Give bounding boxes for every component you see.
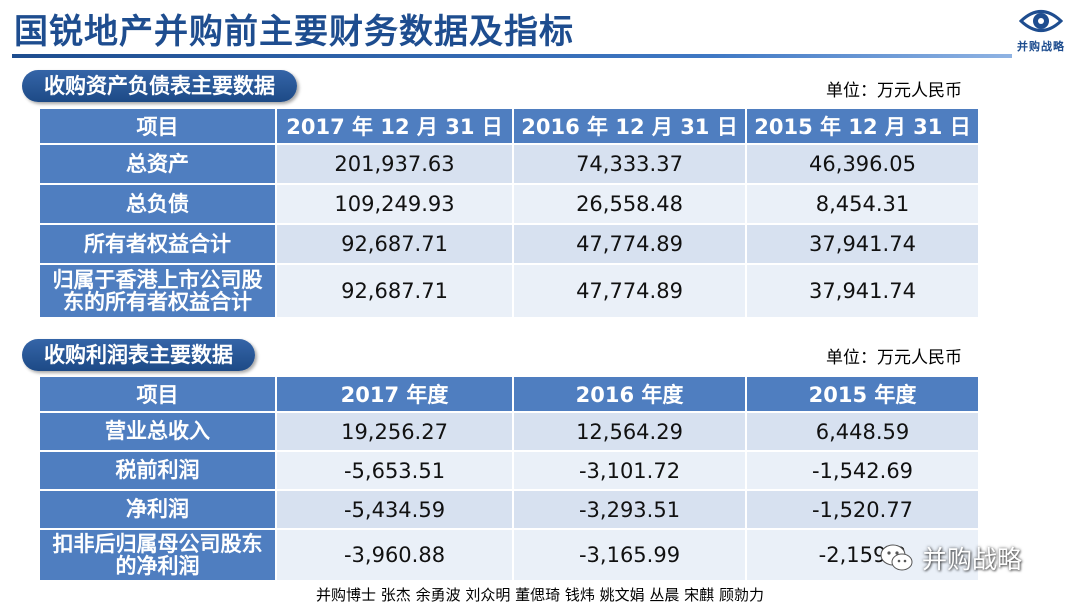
table-cell: 19,256.27 — [277, 413, 513, 450]
table-cell: -1,542.69 — [747, 452, 978, 489]
page-title: 国锐地产并购前主要财务数据及指标 — [14, 12, 574, 52]
table-row: 营业总收入 19,256.27 12,564.29 6,448.59 — [40, 413, 978, 450]
column-header: 项目 — [40, 377, 276, 411]
table-cell: -5,653.51 — [277, 452, 513, 489]
column-header: 2016 年度 — [514, 377, 745, 411]
row-label: 归属于香港上市公司股 东的所有者权益合计 — [40, 265, 276, 317]
table-cell: 47,774.89 — [514, 265, 745, 317]
table-row: 总资产 201,937.63 74,333.37 46,396.05 — [40, 145, 978, 183]
watermark-text: 并购战略 — [922, 545, 1023, 574]
table-row: 归属于香港上市公司股 东的所有者权益合计 92,687.71 47,774.89… — [40, 265, 978, 317]
income-statement-section-label: 收购利润表主要数据 — [22, 339, 255, 371]
table-cell: 109,249.93 — [277, 185, 513, 223]
footer-credits: 并购博士 张杰 余勇波 刘众明 董偲琦 钱炜 姚文娟 丛晨 宋麒 顾勍力 — [316, 586, 764, 604]
table-cell: 6,448.59 — [747, 413, 978, 450]
column-header: 2017 年 12 月 31 日 — [277, 109, 513, 143]
table-cell: -1,520.77 — [747, 491, 978, 528]
table-header-row: 项目 2017 年 12 月 31 日 2016 年 12 月 31 日 201… — [40, 109, 978, 143]
column-header: 2016 年 12 月 31 日 — [514, 109, 745, 143]
row-label: 总资产 — [40, 145, 276, 183]
wechat-icon — [880, 544, 913, 571]
income-statement-table: 项目 2017 年度 2016 年度 2015 年度 营业总收入 19,256.… — [38, 375, 980, 582]
watermark: 并购战略 — [880, 538, 1022, 578]
table-row: 总负债 109,249.93 26,558.48 8,454.31 — [40, 185, 978, 223]
table-cell: 74,333.37 — [514, 145, 745, 183]
table-cell: 92,687.71 — [277, 265, 513, 317]
table-cell: 37,941.74 — [747, 225, 978, 263]
table-row: 净利润 -5,434.59 -3,293.51 -1,520.77 — [40, 491, 978, 528]
table-cell: -3,165.99 — [514, 530, 745, 580]
row-label-line: 归属于香港上市公司股 — [52, 267, 263, 292]
row-label: 所有者权益合计 — [40, 225, 276, 263]
balance-sheet-section-label: 收购资产负债表主要数据 — [22, 70, 297, 102]
table-row: 所有者权益合计 92,687.71 47,774.89 37,941.74 — [40, 225, 978, 263]
table-cell: -3,293.51 — [514, 491, 745, 528]
table-cell: 12,564.29 — [514, 413, 745, 450]
row-label-line: 的净利润 — [115, 554, 200, 578]
balance-sheet-unit: 单位：万元人民币 — [826, 81, 962, 101]
row-label: 扣非后归属母公司股东 的净利润 — [40, 530, 276, 580]
brand-logo: 并购战略 — [1012, 6, 1070, 64]
eye-icon — [1019, 10, 1063, 32]
row-label: 总负债 — [40, 185, 276, 223]
table-cell: 47,774.89 — [514, 225, 745, 263]
table-cell: 92,687.71 — [277, 225, 513, 263]
logo-text: 并购战略 — [1017, 40, 1065, 53]
row-label: 营业总收入 — [40, 413, 276, 450]
table-cell: -2,159.3 — [747, 530, 978, 580]
column-header: 项目 — [40, 109, 276, 143]
table-row: 扣非后归属母公司股东 的净利润 -3,960.88 -3,165.99 -2,1… — [40, 530, 978, 580]
column-header: 2015 年度 — [747, 377, 978, 411]
column-header: 2017 年度 — [277, 377, 513, 411]
table-cell: 201,937.63 — [277, 145, 513, 183]
table-cell: 26,558.48 — [514, 185, 745, 223]
table-header-row: 项目 2017 年度 2016 年度 2015 年度 — [40, 377, 978, 411]
row-label: 净利润 — [40, 491, 276, 528]
row-label: 税前利润 — [40, 452, 276, 489]
title-underline — [12, 54, 1012, 58]
row-label-line: 东的所有者权益合计 — [63, 290, 252, 314]
table-cell: 8,454.31 — [747, 185, 978, 223]
table-cell: -5,434.59 — [277, 491, 513, 528]
table-cell: -3,960.88 — [277, 530, 513, 580]
balance-sheet-table: 项目 2017 年 12 月 31 日 2016 年 12 月 31 日 201… — [38, 107, 980, 319]
income-statement-unit: 单位：万元人民币 — [826, 348, 962, 368]
table-cell: -3,101.72 — [514, 452, 745, 489]
row-label-line: 扣非后归属母公司股东 — [52, 531, 263, 556]
column-header: 2015 年 12 月 31 日 — [747, 109, 978, 143]
table-row: 税前利润 -5,653.51 -3,101.72 -1,542.69 — [40, 452, 978, 489]
table-cell: 46,396.05 — [747, 145, 978, 183]
table-cell: 37,941.74 — [747, 265, 978, 317]
